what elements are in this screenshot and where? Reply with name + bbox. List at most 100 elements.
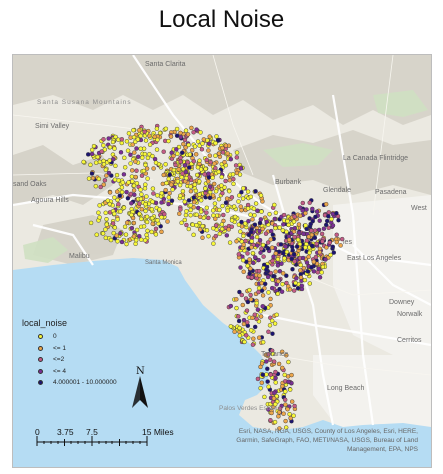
noise-point xyxy=(240,302,246,308)
noise-point xyxy=(131,220,137,226)
noise-point xyxy=(210,208,216,213)
noise-point xyxy=(285,406,290,412)
noise-point xyxy=(194,172,200,178)
noise-point xyxy=(245,206,251,211)
noise-point xyxy=(276,414,281,419)
noise-point xyxy=(94,232,99,237)
noise-point xyxy=(118,230,123,236)
noise-point xyxy=(144,232,149,238)
noise-point xyxy=(289,256,295,262)
noise-point xyxy=(296,222,302,227)
noise-point xyxy=(125,196,131,201)
noise-point xyxy=(206,171,211,176)
noise-point xyxy=(164,180,169,186)
noise-point xyxy=(184,222,189,228)
noise-point xyxy=(286,237,292,243)
noise-point xyxy=(163,187,168,193)
noise-point xyxy=(271,254,276,259)
noise-point xyxy=(213,165,218,171)
noise-point xyxy=(135,154,141,160)
noise-point xyxy=(201,137,207,142)
ocean xyxy=(13,258,431,467)
noise-point xyxy=(210,193,216,198)
noise-point xyxy=(288,415,293,421)
noise-point xyxy=(101,143,106,148)
noise-point xyxy=(112,195,117,200)
map-attribution: Esri, NASA, NGA, USGS, County of Los Ang… xyxy=(236,428,418,453)
noise-point xyxy=(231,181,236,187)
noise-point xyxy=(131,188,137,193)
noise-point xyxy=(185,159,190,165)
noise-point xyxy=(198,167,204,172)
noise-point xyxy=(198,130,203,135)
noise-point xyxy=(108,237,114,243)
noise-point xyxy=(269,245,275,250)
noise-point xyxy=(191,195,197,200)
noise-point xyxy=(182,217,188,223)
noise-point xyxy=(248,292,253,298)
place-label-thousand-oaks: sand Oaks xyxy=(13,181,47,188)
noise-point xyxy=(294,244,300,249)
noise-point xyxy=(264,219,270,224)
noise-point xyxy=(236,222,242,227)
legend-label-4: 4.000001 - 10.000000 xyxy=(53,379,117,387)
noise-point xyxy=(287,287,293,292)
noise-point xyxy=(124,189,129,195)
noise-point xyxy=(273,251,279,256)
noise-point xyxy=(300,255,306,261)
noise-point xyxy=(283,244,288,249)
noise-point xyxy=(229,195,235,200)
noise-point xyxy=(189,147,195,153)
noise-point xyxy=(202,172,207,177)
noise-point xyxy=(258,217,264,222)
noise-point xyxy=(259,361,265,366)
noise-point xyxy=(223,200,229,205)
noise-point xyxy=(121,205,127,210)
noise-point xyxy=(245,251,250,256)
noise-point xyxy=(178,155,183,160)
noise-point xyxy=(266,329,271,335)
noise-point xyxy=(252,222,258,227)
noise-point xyxy=(232,214,238,220)
noise-point xyxy=(248,212,253,217)
legend-swatch-4 xyxy=(38,380,43,386)
noise-point xyxy=(229,224,235,229)
noise-point xyxy=(88,162,93,168)
noise-point xyxy=(161,172,166,178)
map-frame[interactable]: Santa Clarita Santa Susana Mountains Sim… xyxy=(12,54,432,468)
noise-point xyxy=(179,150,185,155)
noise-point xyxy=(237,325,242,331)
legend-swatch-2 xyxy=(38,357,43,363)
noise-point xyxy=(250,217,255,222)
noise-point xyxy=(238,204,243,209)
noise-point xyxy=(259,246,264,251)
noise-point xyxy=(316,266,321,271)
noise-point xyxy=(324,218,330,224)
noise-point xyxy=(246,218,251,224)
noise-point xyxy=(277,286,282,292)
noise-point xyxy=(98,184,103,190)
noise-point xyxy=(236,314,241,319)
noise-point xyxy=(276,279,281,284)
noise-point xyxy=(186,165,192,170)
noise-point xyxy=(145,155,151,161)
noise-point xyxy=(177,182,183,188)
noise-point xyxy=(197,179,202,184)
noise-point xyxy=(113,134,118,140)
noise-point xyxy=(213,189,219,194)
noise-point xyxy=(260,372,266,377)
noise-point xyxy=(269,410,274,416)
noise-point xyxy=(270,331,275,336)
noise-point xyxy=(118,209,123,214)
noise-point xyxy=(225,208,230,213)
noise-point xyxy=(191,205,196,210)
noise-point xyxy=(139,192,144,197)
noise-point xyxy=(252,312,258,317)
noise-point xyxy=(162,211,167,217)
noise-point xyxy=(309,232,315,238)
noise-point xyxy=(240,245,245,251)
noise-point xyxy=(137,233,142,239)
noise-point xyxy=(181,141,186,147)
noise-point xyxy=(303,223,308,228)
noise-point xyxy=(114,233,119,238)
